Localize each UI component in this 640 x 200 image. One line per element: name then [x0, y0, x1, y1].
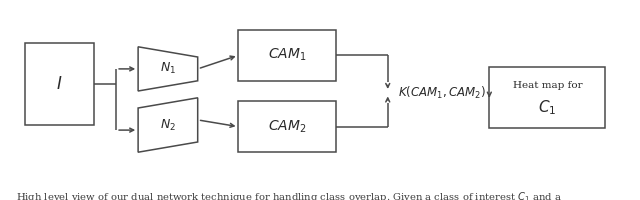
Polygon shape	[138, 98, 198, 152]
Text: $C_1$: $C_1$	[538, 99, 557, 117]
Text: High level view of our dual network technique for handling class overlap. Given : High level view of our dual network tech…	[16, 190, 562, 200]
Polygon shape	[138, 47, 198, 91]
Text: $CAM_2$: $CAM_2$	[268, 118, 307, 135]
Text: Heat map for: Heat map for	[513, 81, 582, 90]
Text: $N_2$: $N_2$	[160, 117, 176, 133]
Bar	[239, 101, 336, 152]
Text: $I$: $I$	[56, 76, 63, 93]
Bar	[490, 67, 605, 128]
Bar	[239, 30, 336, 81]
Bar	[25, 43, 94, 125]
Text: $CAM_1$: $CAM_1$	[268, 47, 307, 63]
Text: $N_1$: $N_1$	[160, 61, 176, 76]
Text: $K(CAM_1, CAM_2)$: $K(CAM_1, CAM_2)$	[398, 85, 486, 101]
